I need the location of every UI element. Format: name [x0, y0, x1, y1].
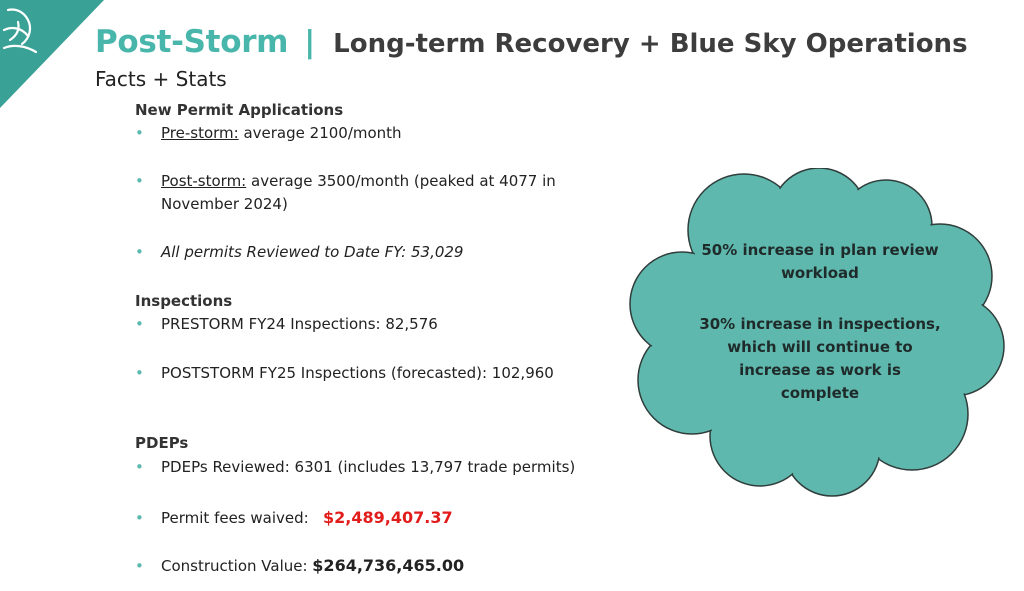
list-item-construction-value: • Construction Value: $264,736,465.00 — [135, 554, 615, 578]
construction-value: $264,736,465.00 — [312, 556, 465, 575]
poststorm-value: average 3500/month (peaked at 4077 in — [246, 172, 556, 190]
prestorm-label: Pre-storm: — [161, 124, 239, 142]
permits-reviewed-text: All permits Reviewed to Date FY: 53,029 — [161, 243, 464, 261]
poststorm-inspections-text: POSTSTORM FY25 Inspections (forecasted):… — [161, 364, 554, 382]
poststorm-value-cont: November 2024) — [161, 195, 288, 213]
inspections-heading: Inspections — [135, 292, 233, 310]
prestorm-inspections-text: PRESTORM FY24 Inspections: 82,576 — [161, 315, 438, 333]
cloud-callout — [629, 168, 1005, 497]
bird-logo-icon — [2, 8, 38, 54]
page-title: Post-Storm | Long-term Recovery + Blue Sky… — [95, 24, 968, 60]
corner-banner — [0, 0, 104, 108]
list-item-pdeps-reviewed: • PDEPs Reviewed: 6301 (includes 13,797 t… — [135, 456, 615, 479]
bullet-icon: • — [135, 172, 144, 190]
bullet-icon: • — [135, 509, 144, 527]
cloud-text-inspections: 30% increase in inspections, which will … — [670, 313, 970, 405]
bullet-icon: • — [135, 243, 144, 261]
cloud-line: increase as work is — [739, 361, 901, 379]
cloud-line: workload — [781, 264, 859, 282]
title-main: Post-Storm — [95, 24, 289, 60]
pdeps-reviewed-text: PDEPs Reviewed: 6301 (includes 13,797 tr… — [161, 458, 576, 476]
cloud-line: 30% increase in inspections, — [699, 315, 941, 333]
title-subtitle: Long-term Recovery + Blue Sky Operations — [333, 29, 968, 59]
cloud-line: complete — [780, 384, 860, 402]
title-separator: | — [304, 25, 316, 60]
poststorm-label: Post-storm: — [161, 172, 247, 190]
list-item-reviewed: • All permits Reviewed to Date FY: 53,029 — [135, 241, 615, 264]
permits-heading: New Permit Applications — [135, 101, 344, 119]
pdeps-heading: PDEPs — [135, 434, 189, 452]
list-item-poststorm-inspections: • POSTSTORM FY25 Inspections (forecasted)… — [135, 362, 615, 385]
list-item-poststorm: • Post-storm: average 3500/month (peaked … — [135, 170, 615, 216]
cloud-line: 50% increase in plan review — [701, 241, 939, 259]
cloud-text-plan-review: 50% increase in plan review workload — [670, 239, 970, 285]
bullet-icon: • — [135, 315, 144, 333]
fees-waived-value: $2,489,407.37 — [323, 508, 453, 527]
facts-heading: Facts + Stats — [95, 67, 227, 91]
list-item-prestorm: • Pre-storm: average 2100/month — [135, 122, 615, 145]
construction-value-label: Construction Value: — [161, 557, 313, 575]
bullet-icon: • — [135, 458, 144, 476]
bullet-icon: • — [135, 557, 144, 575]
bullet-icon: • — [135, 124, 144, 142]
bullet-icon: • — [135, 364, 144, 382]
cloud-line: which will continue to — [727, 338, 913, 356]
list-item-prestorm-inspections: • PRESTORM FY24 Inspections: 82,576 — [135, 313, 615, 336]
fees-waived-label: Permit fees waived: — [161, 509, 309, 527]
list-item-fees-waived: • Permit fees waived: $2,489,407.37 — [135, 506, 615, 530]
prestorm-value: average 2100/month — [238, 124, 402, 142]
